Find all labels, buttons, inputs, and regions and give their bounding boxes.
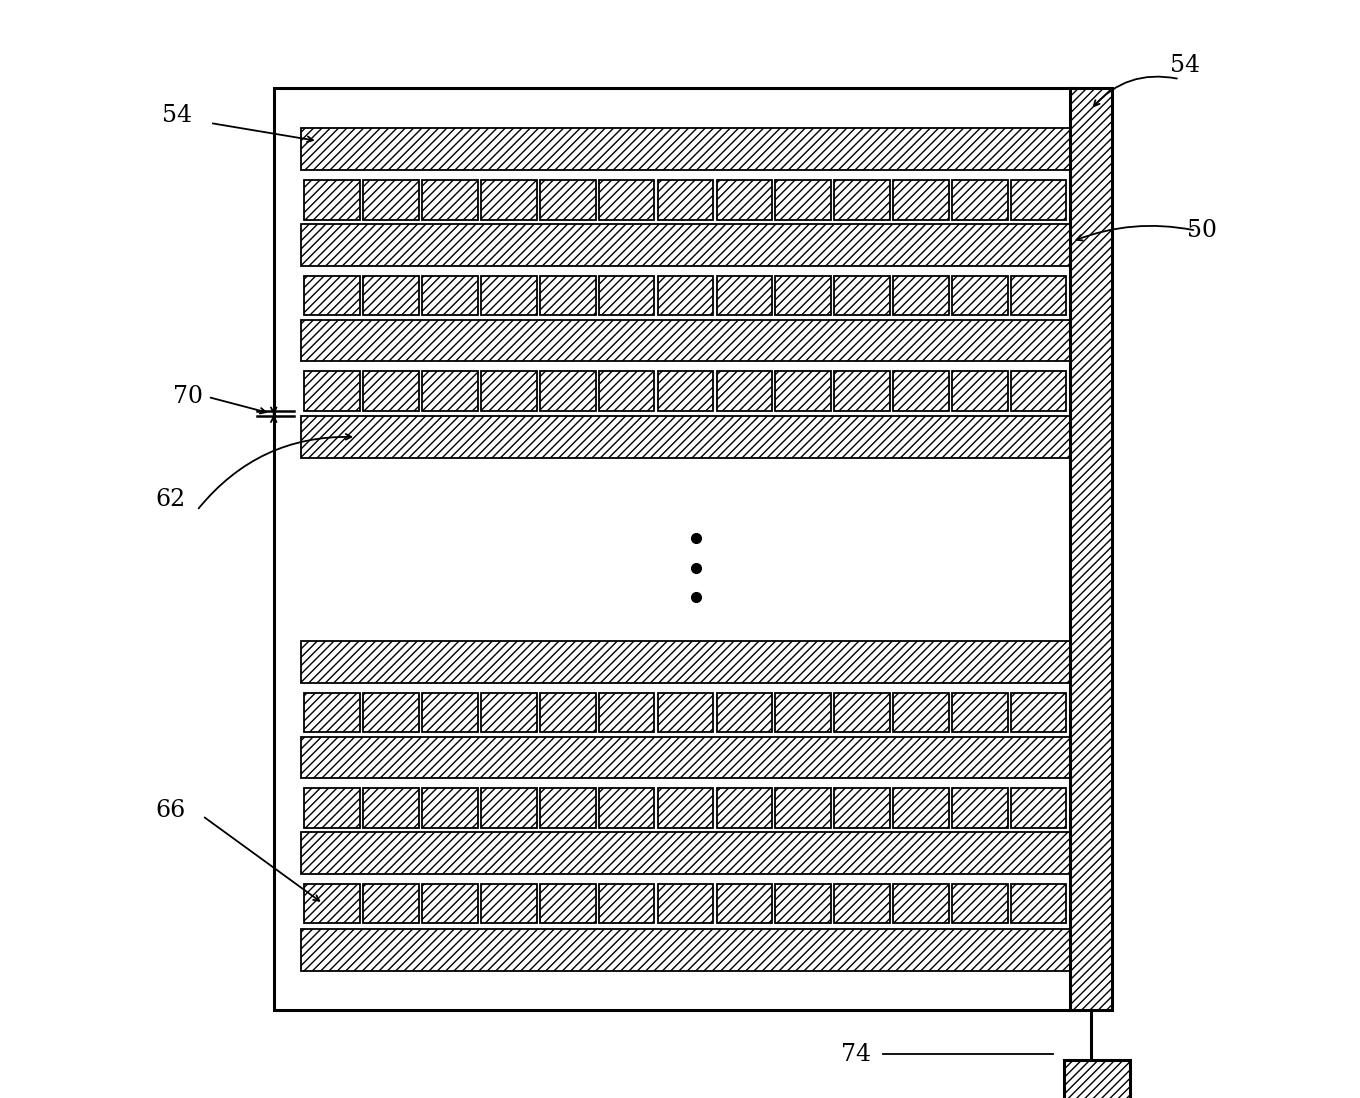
Bar [305, 371, 360, 411]
Bar [658, 180, 713, 220]
Bar [775, 180, 831, 220]
Bar [481, 884, 537, 923]
Bar [540, 276, 596, 315]
Bar [1010, 788, 1066, 828]
Bar [305, 788, 360, 828]
Bar [952, 693, 1008, 732]
Bar [301, 224, 1070, 266]
Bar [775, 276, 831, 315]
Bar [717, 788, 772, 828]
Bar [305, 180, 360, 220]
Bar [952, 788, 1008, 828]
Text: 54: 54 [1170, 55, 1200, 77]
Text: 70: 70 [173, 385, 203, 408]
Bar [952, 884, 1008, 923]
Text: 54: 54 [162, 104, 192, 126]
Bar [273, 88, 1076, 1010]
Bar [717, 884, 772, 923]
Bar [301, 416, 1070, 458]
Bar [658, 693, 713, 732]
Bar [540, 884, 596, 923]
Text: 50: 50 [1186, 220, 1217, 242]
Bar [1010, 276, 1066, 315]
Bar [363, 693, 419, 732]
Bar [598, 788, 654, 828]
Bar [598, 884, 654, 923]
Bar [301, 320, 1070, 361]
Bar [422, 180, 477, 220]
Bar [363, 180, 419, 220]
Bar [658, 884, 713, 923]
Text: 62: 62 [155, 489, 186, 511]
Bar [422, 884, 477, 923]
Bar [717, 276, 772, 315]
Bar [305, 693, 360, 732]
Bar [775, 693, 831, 732]
Text: 74: 74 [840, 1043, 870, 1065]
Bar [894, 276, 949, 315]
Bar [481, 276, 537, 315]
Bar [422, 788, 477, 828]
Bar [481, 371, 537, 411]
Bar [952, 180, 1008, 220]
Bar [1010, 180, 1066, 220]
Bar [834, 371, 889, 411]
Bar [540, 788, 596, 828]
Bar [894, 884, 949, 923]
Bar [717, 180, 772, 220]
Bar [894, 693, 949, 732]
Bar [717, 371, 772, 411]
Bar [952, 371, 1008, 411]
Bar [1010, 884, 1066, 923]
Bar [301, 737, 1070, 778]
Bar [952, 276, 1008, 315]
Bar [540, 371, 596, 411]
Bar [658, 788, 713, 828]
Bar [834, 276, 889, 315]
Bar [598, 693, 654, 732]
Bar [363, 884, 419, 923]
Bar [301, 832, 1070, 874]
Bar [894, 371, 949, 411]
Bar [1010, 693, 1066, 732]
Bar [834, 693, 889, 732]
Bar [363, 276, 419, 315]
Bar [834, 180, 889, 220]
Bar [305, 276, 360, 315]
Bar [834, 788, 889, 828]
Bar [658, 371, 713, 411]
Bar [834, 884, 889, 923]
Bar [540, 693, 596, 732]
Text: 66: 66 [155, 799, 186, 821]
Bar [305, 884, 360, 923]
Bar [422, 693, 477, 732]
Bar [422, 371, 477, 411]
Bar [717, 693, 772, 732]
Bar [301, 641, 1070, 683]
Bar [598, 371, 654, 411]
Bar [363, 788, 419, 828]
Bar [775, 884, 831, 923]
Bar [481, 693, 537, 732]
Bar [540, 180, 596, 220]
Bar [1070, 88, 1111, 1010]
Bar [363, 371, 419, 411]
Bar [301, 128, 1070, 170]
Bar [598, 276, 654, 315]
Bar [894, 788, 949, 828]
Bar [1010, 371, 1066, 411]
Bar [481, 788, 537, 828]
Bar [301, 929, 1070, 971]
Bar [1065, 1060, 1130, 1098]
Bar [658, 276, 713, 315]
Bar [775, 788, 831, 828]
Bar [481, 180, 537, 220]
Bar [422, 276, 477, 315]
Bar [775, 371, 831, 411]
Bar [894, 180, 949, 220]
Bar [598, 180, 654, 220]
